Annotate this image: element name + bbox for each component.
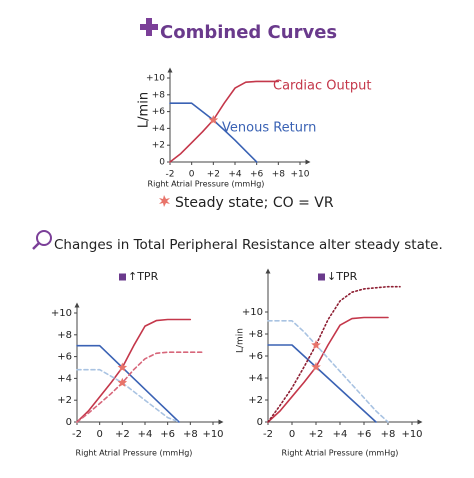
steady-state-marker xyxy=(208,115,219,124)
series-line xyxy=(267,316,389,423)
y-axis-label: L/min xyxy=(236,328,246,353)
title-swatch xyxy=(318,273,325,281)
x-tick-label: +4 xyxy=(138,429,153,440)
section-title: Changes in Total Peripheral Resistance a… xyxy=(54,237,443,253)
y-tick-label: +10 xyxy=(51,308,72,319)
chart-title: ↓TPR xyxy=(327,270,358,283)
y-tick-label: +2 xyxy=(248,395,263,406)
y-tick-label: +4 xyxy=(152,124,166,134)
series-line xyxy=(267,320,389,423)
x-tick-label: +4 xyxy=(333,429,348,440)
x-axis-label: Right Atrial Pressure (mmHg) xyxy=(76,449,193,458)
y-tick-label: 0 xyxy=(66,417,72,428)
y-tick-label: +4 xyxy=(57,373,72,384)
series-line xyxy=(267,285,401,423)
y-tick-label: +2 xyxy=(152,141,165,151)
y-tick-label: +4 xyxy=(248,373,263,384)
series-line xyxy=(76,344,180,423)
x-tick-label: +10 xyxy=(202,429,223,440)
series-line xyxy=(169,80,280,163)
legend-note: Steady state; CO = VR xyxy=(159,195,334,211)
series-label: Venous Return xyxy=(222,121,316,136)
series-line xyxy=(76,318,192,423)
series-label: Cardiac Output xyxy=(273,79,371,94)
x-tick-label: +6 xyxy=(250,170,264,180)
x-tick-label: +2 xyxy=(115,429,130,440)
x-axis-label: Right Atrial Pressure (mmHg) xyxy=(148,180,265,189)
x-tick-label: 0 xyxy=(289,429,295,440)
star-icon xyxy=(159,195,170,207)
x-tick-label: -2 xyxy=(166,170,175,180)
steady-state-marker xyxy=(311,362,321,371)
x-tick-label: +8 xyxy=(272,170,286,180)
chart-title: ↑TPR xyxy=(128,270,159,283)
x-tick-label: -2 xyxy=(263,429,273,440)
magnifier-icon xyxy=(36,230,52,246)
y-tick-label: +6 xyxy=(152,107,166,117)
y-tick-label: +10 xyxy=(146,74,165,84)
y-tick-label: 0 xyxy=(159,158,165,168)
series-line xyxy=(76,368,180,423)
x-tick-label: +8 xyxy=(381,429,396,440)
x-tick-label: -2 xyxy=(72,429,82,440)
y-tick-label: +6 xyxy=(248,351,263,362)
x-tick-label: +2 xyxy=(207,170,220,180)
x-tick-label: +6 xyxy=(160,429,175,440)
steady-state-marker xyxy=(117,362,128,372)
series-line xyxy=(76,351,203,423)
x-tick-label: 0 xyxy=(189,170,195,180)
plus-icon xyxy=(140,18,158,36)
magnifier-handle xyxy=(32,242,40,250)
series-line xyxy=(267,344,377,423)
x-tick-label: +4 xyxy=(228,170,242,180)
y-tick-label: +8 xyxy=(248,329,263,340)
x-tick-label: +2 xyxy=(309,429,324,440)
y-tick-label: +8 xyxy=(57,330,72,341)
y-tick-label: +2 xyxy=(57,395,72,406)
title: Combined Curves xyxy=(160,22,337,43)
y-tick-label: 0 xyxy=(257,417,263,428)
x-tick-label: 0 xyxy=(96,429,102,440)
y-axis-label: L/min xyxy=(137,92,152,128)
section: Changes in Total Peripheral Resistance a… xyxy=(32,230,443,253)
x-tick-label: +10 xyxy=(401,429,422,440)
x-tick-label: +10 xyxy=(291,170,310,180)
title-swatch xyxy=(119,273,126,281)
y-tick-label: +6 xyxy=(57,352,72,363)
x-tick-label: +8 xyxy=(183,429,198,440)
y-tick-label: +8 xyxy=(152,90,166,100)
legend-note-text: Steady state; CO = VR xyxy=(175,195,334,211)
header: Combined Curves xyxy=(140,18,337,43)
steady-state-marker xyxy=(311,340,321,349)
steady-state-marker xyxy=(117,377,128,387)
y-tick-label: +10 xyxy=(242,307,263,318)
x-axis-label: Right Atrial Pressure (mmHg) xyxy=(282,449,399,458)
x-tick-label: +6 xyxy=(357,429,372,440)
